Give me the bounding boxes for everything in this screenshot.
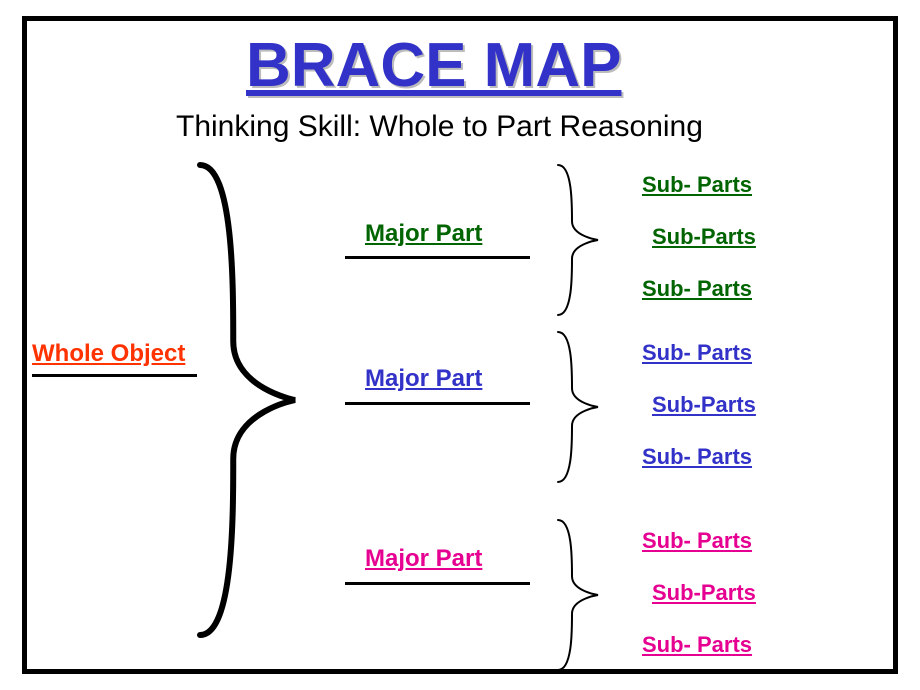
small-brace — [558, 520, 598, 670]
sub-part-label: Sub-Parts — [652, 580, 756, 606]
major-part-underline — [345, 582, 530, 585]
subtitle: Thinking Skill: Whole to Part Reasoning — [176, 110, 703, 144]
sub-part-label: Sub- Parts — [642, 276, 752, 302]
title: BRACE MAP — [246, 30, 621, 101]
brace-map-diagram: BRACE MAP Thinking Skill: Whole to Part … — [0, 0, 920, 690]
major-part-label: Major Part — [365, 220, 482, 248]
small-brace — [558, 332, 598, 482]
major-part-underline — [345, 256, 530, 259]
sub-part-label: Sub- Parts — [642, 528, 752, 554]
sub-part-label: Sub-Parts — [652, 392, 756, 418]
major-part-underline — [345, 402, 530, 405]
whole-object-label: Whole Object — [32, 340, 185, 368]
sub-part-label: Sub- Parts — [642, 340, 752, 366]
small-brace — [558, 165, 598, 315]
major-part-label: Major Part — [365, 545, 482, 573]
sub-part-label: Sub- Parts — [642, 444, 752, 470]
sub-part-label: Sub- Parts — [642, 172, 752, 198]
big-brace — [200, 165, 295, 635]
sub-part-label: Sub- Parts — [642, 632, 752, 658]
whole-object-underline — [32, 374, 197, 377]
sub-part-label: Sub-Parts — [652, 224, 756, 250]
major-part-label: Major Part — [365, 365, 482, 393]
